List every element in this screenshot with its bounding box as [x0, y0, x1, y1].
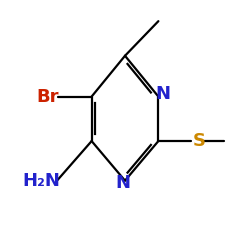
- Text: N: N: [115, 174, 130, 192]
- Text: H₂N: H₂N: [22, 172, 60, 190]
- Text: S: S: [193, 132, 206, 150]
- Text: N: N: [156, 85, 171, 103]
- Text: Br: Br: [36, 88, 59, 106]
